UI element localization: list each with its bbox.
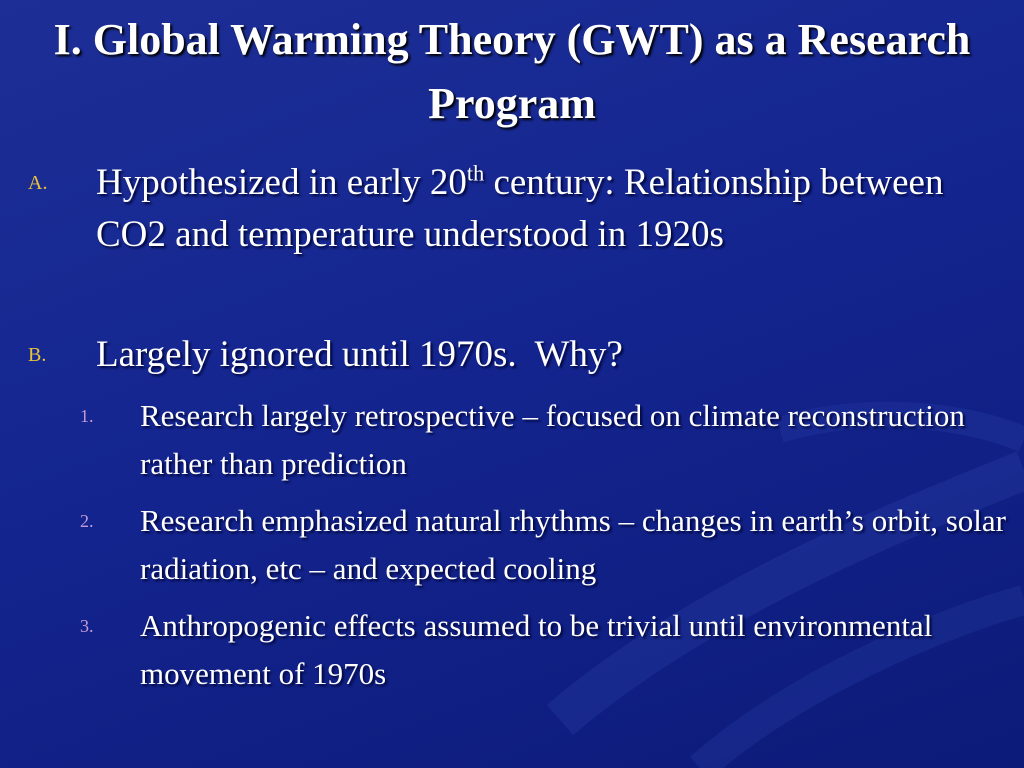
subitem-marker: 1. — [80, 406, 94, 426]
subitem-marker: 3. — [80, 616, 94, 636]
superscript: th — [466, 160, 485, 186]
subitem-marker: 2. — [80, 511, 94, 531]
subitem-text: Research emphasized natural rhythms – ch… — [140, 503, 1014, 586]
subitem-text: Research largely retrospective – focused… — [140, 398, 973, 481]
slide-title: I. Global Warming Theory (GWT) as a Rese… — [53, 15, 971, 128]
text: Hypothesized in early 20 — [96, 162, 467, 203]
text: century: Relationship between CO2 and te… — [96, 162, 953, 255]
item-marker: A. — [28, 172, 48, 194]
item-marker: B. — [28, 344, 47, 366]
item-text: Largely ignored until 1970s. Why? — [96, 334, 623, 375]
subitem-text: Anthropogenic effects assumed to be triv… — [140, 608, 941, 691]
item-text: Hypothesized in early 20th century: Rela… — [96, 157, 976, 261]
